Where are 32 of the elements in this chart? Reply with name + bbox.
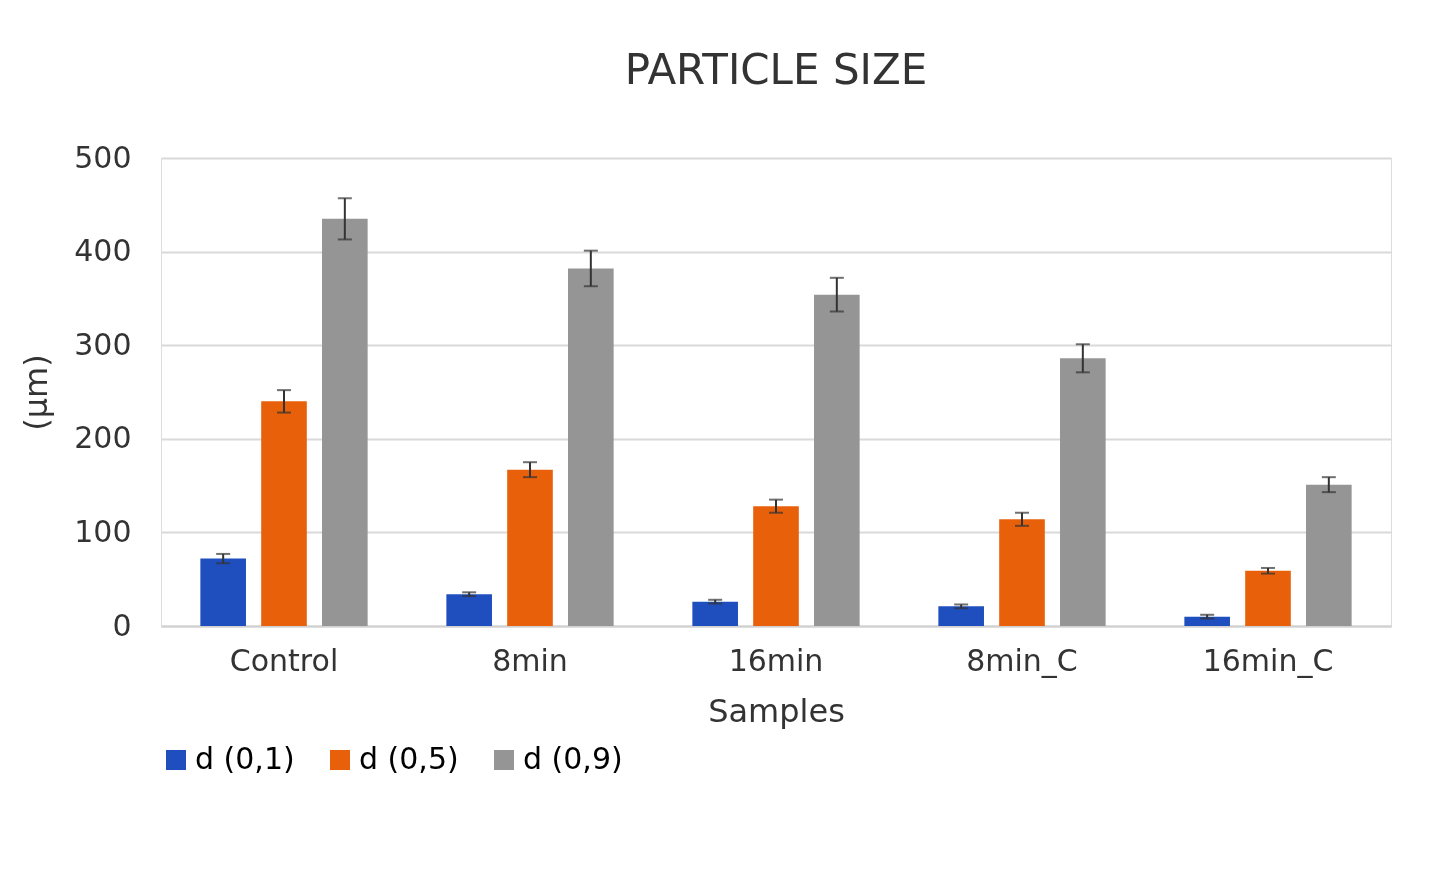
- x-tick-label: 16min: [728, 642, 824, 678]
- bar: [692, 601, 738, 626]
- chart-title: PARTICLE SIZE: [624, 45, 928, 94]
- legend-label: d (0,9): [523, 741, 623, 776]
- bar: [446, 594, 492, 626]
- bar: [568, 268, 614, 626]
- x-tick-label: 8min_C: [966, 642, 1078, 678]
- bar: [261, 401, 307, 626]
- x-tick-label: Control: [229, 642, 339, 678]
- bar: [1184, 616, 1230, 626]
- bar: [814, 294, 860, 626]
- y-axis-title: (µm): [17, 354, 56, 431]
- bar: [1060, 358, 1106, 626]
- bar: [1306, 484, 1352, 626]
- bar: [322, 218, 368, 626]
- bar: [507, 469, 553, 626]
- y-tick-label: 200: [74, 420, 132, 456]
- legend-label: d (0,1): [195, 741, 295, 776]
- y-tick-label: 0: [112, 607, 132, 643]
- x-tick-label: 16min_C: [1202, 642, 1334, 678]
- bar: [753, 506, 799, 626]
- legend-label: d (0,5): [359, 741, 459, 776]
- bar: [200, 558, 246, 626]
- bar: [938, 606, 984, 626]
- x-axis-title: Samples: [708, 691, 845, 730]
- y-tick-label: 400: [74, 233, 132, 269]
- y-tick-label: 100: [74, 513, 132, 549]
- y-tick-label: 300: [74, 326, 132, 362]
- bar: [1245, 570, 1291, 626]
- y-tick-label: 500: [74, 139, 132, 175]
- x-tick-label: 8min: [492, 642, 568, 678]
- bar: [999, 519, 1045, 626]
